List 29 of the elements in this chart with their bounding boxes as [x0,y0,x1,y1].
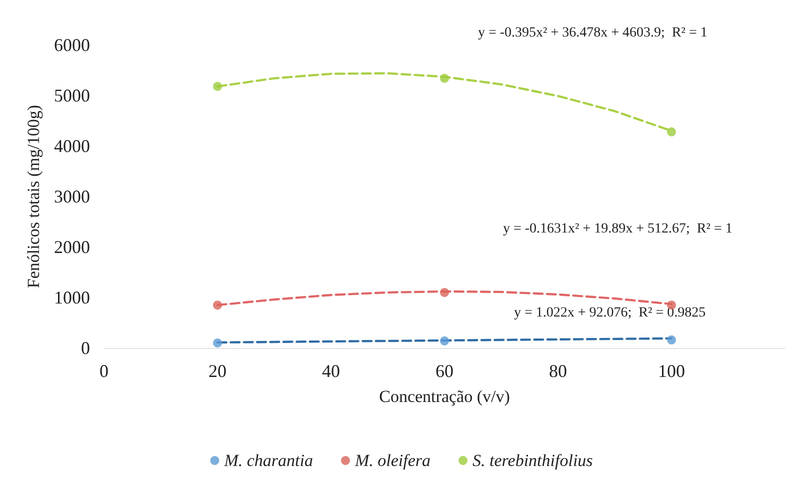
x-tick-label: 100 [658,361,685,381]
y-tick-label: 4000 [54,136,90,156]
x-tick-label: 40 [322,361,340,381]
y-tick-label: 6000 [54,35,90,55]
annotation: y = -0.1631x² + 19.89x + 512.67; R² = 1 [503,222,732,236]
point [667,335,676,344]
point [213,82,222,91]
x-tick-label: 60 [436,361,454,381]
legend-label: M. oleifera [354,451,431,470]
x-tick-label: 0 [100,361,108,381]
point [213,338,222,348]
y-tick-label: 3000 [54,186,90,206]
x-tick-label: 20 [208,361,226,381]
point [440,336,449,346]
y-tick-label: 5000 [54,86,90,106]
point [440,74,449,83]
point [440,288,449,297]
y-tick-label: 1000 [54,288,90,308]
annotation: y = 1.022x + 92.076; R² = 0.9825 [514,306,706,320]
point [213,300,222,310]
x-axis-title: Concentração (v/v) [379,387,510,406]
y-tick-label: 2000 [54,237,90,257]
y-tick-label: 0 [81,338,90,358]
legend-label: S. terebinthifolius [472,451,594,470]
point [667,127,676,136]
text: y = -0.395x² + 36.478x + 4603.9; R² = 1 [478,26,708,40]
y-axis-title: Fenólicos totais (mg/100g) [24,104,43,288]
legend-label: M. charantia [223,451,313,470]
x-tick-label: 80 [549,361,567,381]
